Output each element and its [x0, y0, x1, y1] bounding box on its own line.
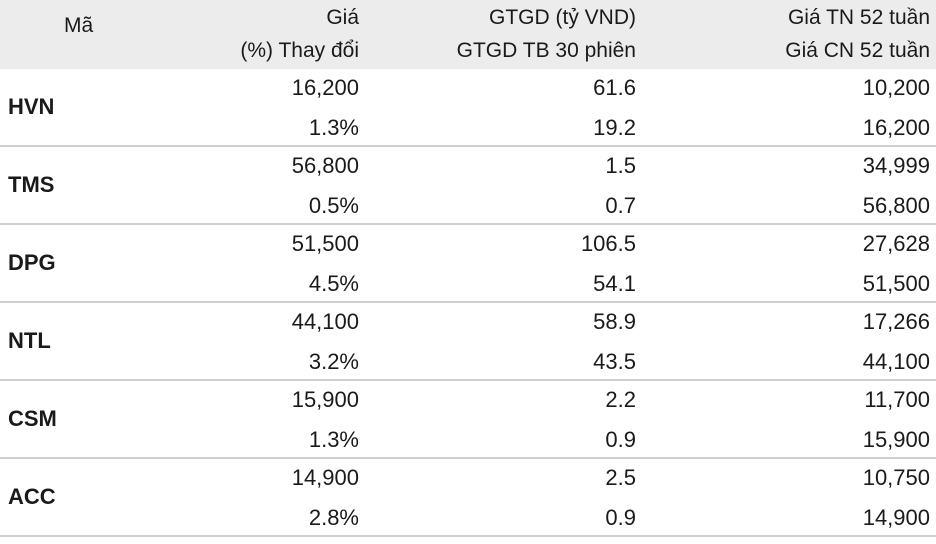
table-row: TMS 56,800 0.5% 1.5 0.7 34,999 56,800: [0, 147, 936, 225]
high-52w: 44,100: [862, 349, 930, 374]
low-52w: 11,700: [864, 387, 930, 412]
gtgd-avg: 0.7: [605, 193, 636, 218]
range-cell: 17,266 44,100: [640, 303, 936, 379]
high-52w: 15,900: [862, 427, 930, 452]
change: 0.5%: [308, 193, 359, 218]
change: 3.2%: [308, 349, 359, 374]
ticker: DPG: [8, 250, 56, 275]
gtgd-cell: 1.5 0.7: [365, 147, 640, 223]
gtgd-avg: 19.2: [593, 115, 636, 140]
header-ma: Mã: [0, 0, 165, 69]
high-52w: 14,900: [862, 505, 930, 530]
header-ma-label: Mã: [64, 13, 94, 37]
price: 15,900: [291, 387, 359, 412]
gtgd-cell: 2.2 0.9: [365, 381, 640, 457]
price-cell: 56,800 0.5%: [165, 147, 365, 223]
gtgd-avg: 0.9: [605, 427, 636, 452]
high-52w: 51,500: [862, 271, 930, 296]
ticker: ACC: [8, 484, 56, 509]
ticker: CSM: [8, 406, 57, 431]
ticker: HVN: [8, 94, 55, 119]
price-cell: 14,900 2.8%: [165, 459, 365, 535]
gtgd-cell: 2.5 0.9: [365, 459, 640, 535]
header-gtgd: GTGD (tỷ VND) GTGD TB 30 phiên: [365, 0, 640, 69]
range-cell: 10,750 14,900: [640, 459, 936, 535]
table-row: HVN 16,200 1.3% 61.6 19.2 10,200 16,200: [0, 69, 936, 147]
price-cell: 16,200 1.3%: [165, 69, 365, 145]
gtgd-cell: 106.5 54.1: [365, 225, 640, 301]
header-change-label: (%) Thay đổi: [240, 39, 359, 62]
header-gtgd-label: GTGD (tỷ VND): [489, 6, 636, 29]
gtgd-cell: 58.9 43.5: [365, 303, 640, 379]
low-52w: 17,266: [862, 309, 930, 334]
gtgd: 61.6: [593, 75, 636, 100]
change: 4.5%: [308, 271, 359, 296]
table-row: NTL 44,100 3.2% 58.9 43.5 17,266 44,100: [0, 303, 936, 381]
header-gtgd-avg-label: GTGD TB 30 phiên: [456, 39, 636, 62]
table-header: Mã Giá (%) Thay đổi GTGD (tỷ VND) GTGD T…: [0, 0, 936, 69]
change: 2.8%: [308, 505, 359, 530]
gtgd: 58.9: [593, 309, 636, 334]
header-52w-low-label: Giá TN 52 tuần: [787, 6, 930, 29]
price: 44,100: [291, 309, 359, 334]
gtgd: 2.2: [605, 387, 636, 412]
header-52w: Giá TN 52 tuần Giá CN 52 tuần: [640, 0, 936, 69]
ticker: NTL: [8, 328, 51, 353]
price: 51,500: [291, 231, 359, 256]
price-cell: 15,900 1.3%: [165, 381, 365, 457]
gtgd: 2.5: [605, 465, 636, 490]
change: 1.3%: [308, 115, 359, 140]
low-52w: 34,999: [862, 153, 930, 178]
ticker: TMS: [8, 172, 55, 197]
gtgd-avg: 43.5: [593, 349, 636, 374]
price: 16,200: [291, 75, 359, 100]
gtgd-cell: 61.6 19.2: [365, 69, 640, 145]
high-52w: 56,800: [862, 193, 930, 218]
low-52w: 27,628: [862, 231, 930, 256]
header-52w-high-label: Giá CN 52 tuần: [785, 39, 930, 62]
high-52w: 16,200: [862, 115, 930, 140]
table-row: ACC 14,900 2.8% 2.5 0.9 10,750 14,900: [0, 459, 936, 537]
range-cell: 11,700 15,900: [640, 381, 936, 457]
gtgd-avg: 54.1: [593, 271, 636, 296]
price: 14,900: [291, 465, 359, 490]
header-gia: Giá (%) Thay đổi: [165, 0, 365, 69]
price-cell: 51,500 4.5%: [165, 225, 365, 301]
range-cell: 10,200 16,200: [640, 69, 936, 145]
range-cell: 34,999 56,800: [640, 147, 936, 223]
low-52w: 10,200: [862, 75, 930, 100]
low-52w: 10,750: [862, 465, 930, 490]
price: 56,800: [291, 153, 359, 178]
price-cell: 44,100 3.2%: [165, 303, 365, 379]
gtgd-avg: 0.9: [605, 505, 636, 530]
range-cell: 27,628 51,500: [640, 225, 936, 301]
table-row: CSM 15,900 1.3% 2.2 0.9 11,700 15,900: [0, 381, 936, 459]
header-gia-label: Giá: [326, 6, 359, 29]
gtgd: 1.5: [605, 153, 636, 178]
table-row: DPG 51,500 4.5% 106.5 54.1 27,628 51,500: [0, 225, 936, 303]
change: 1.3%: [308, 427, 359, 452]
gtgd: 106.5: [580, 231, 636, 256]
